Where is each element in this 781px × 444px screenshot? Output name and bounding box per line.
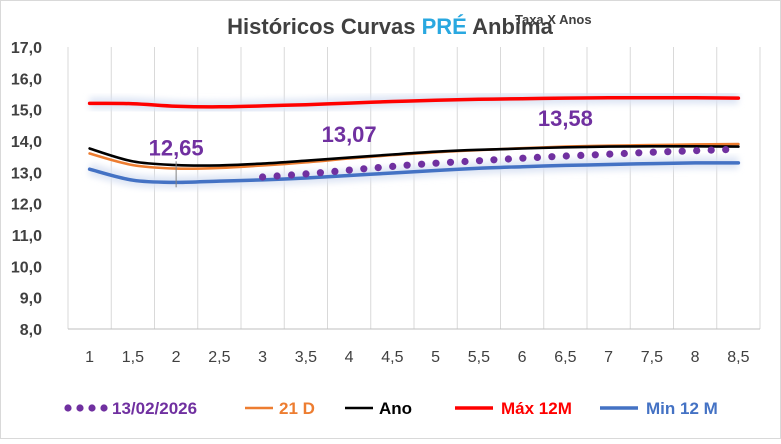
legend-label: 13/02/2026 xyxy=(112,399,197,418)
legend-item-m-x-12m: Máx 12M xyxy=(455,399,572,418)
series-13-02-2026-point xyxy=(418,160,426,168)
x-tick-label: 6 xyxy=(518,349,527,366)
series-13-02-2026-point xyxy=(707,146,715,154)
y-tick-label: 9,0 xyxy=(20,291,42,308)
y-tick-label: 15,0 xyxy=(11,103,42,120)
series-m-x-12m xyxy=(87,91,741,113)
series-13-02-2026-point xyxy=(389,162,397,170)
series-13-02-2026-point xyxy=(519,154,527,162)
legend: 13/02/2026 21 D Ano Máx 12M Min 12 M xyxy=(64,399,718,418)
x-tick-label: 6,5 xyxy=(554,349,576,366)
title-highlight: PRÉ xyxy=(422,14,467,39)
annotation-label: 13,58 xyxy=(538,106,593,131)
x-tick-label: 5 xyxy=(431,349,440,366)
series-13-02-2026-point xyxy=(722,146,730,154)
legend-swatch-dot xyxy=(76,404,84,412)
series-13-02-2026-point xyxy=(360,165,368,173)
x-tick-label: 8 xyxy=(691,349,700,366)
legend-swatch-dot xyxy=(100,404,108,412)
legend-swatch-dot xyxy=(64,404,72,412)
series-13-02-2026-point xyxy=(490,156,498,164)
series-13-02-2026-point xyxy=(273,172,281,180)
axes: 8,0 9,0 10,0 11,0 12,0 13,0 14,0 15,0 16,0 17,0 1 1… xyxy=(11,40,760,366)
y-tick-label: 14,0 xyxy=(11,134,42,151)
annotation-label: 12,65 xyxy=(149,135,204,160)
legend-label: 21 D xyxy=(279,399,315,418)
x-tick-label: 3,5 xyxy=(295,349,317,366)
legend-label: Min 12 M xyxy=(646,399,718,418)
y-tick-label: 10,0 xyxy=(11,259,42,276)
series-13-02-2026-point xyxy=(403,161,411,169)
series-13-02-2026-point xyxy=(606,150,614,158)
series-13-02-2026-point xyxy=(345,166,353,174)
series-13-02-2026-point xyxy=(649,148,657,156)
series-13-02-2026-point xyxy=(504,155,512,163)
x-tick-label: 1 xyxy=(85,349,94,366)
series-13-02-2026-point xyxy=(374,164,382,172)
title-text: Históricos Curvas xyxy=(227,14,421,39)
series-13-02-2026-point xyxy=(635,149,643,157)
series-13-02-2026-point xyxy=(562,152,570,160)
series-ano-line xyxy=(88,145,740,167)
x-tick-label: 7 xyxy=(604,349,613,366)
series-13-02-2026-point xyxy=(548,153,556,161)
x-tick-label: 4 xyxy=(345,349,354,366)
series-13-02-2026-point xyxy=(533,153,542,161)
legend-item-13-02-2026: 13/02/2026 xyxy=(64,399,197,418)
title-text-end: Anbima xyxy=(467,14,554,39)
x-tick-label: 2,5 xyxy=(208,349,230,366)
x-tick-label: 1,5 xyxy=(122,349,144,366)
chart-title: Históricos Curvas PRÉ Anbima xyxy=(227,14,553,39)
y-tick-label: 13,0 xyxy=(11,165,42,182)
y-tick-label: 8,0 xyxy=(20,322,42,339)
x-tick-label: 3 xyxy=(258,349,267,366)
legend-label: Ano xyxy=(379,399,412,418)
series-13-02-2026-point xyxy=(259,173,267,181)
y-tick-label: 17,0 xyxy=(11,40,42,57)
series-13-02-2026-point xyxy=(432,159,440,167)
series-13-02-2026-point xyxy=(302,170,310,178)
series-13-02-2026-point xyxy=(461,157,469,166)
y-tick-label: 16,0 xyxy=(11,71,42,88)
y-tick-label: 11,0 xyxy=(12,228,42,245)
grid xyxy=(67,47,761,329)
series-13-02-2026 xyxy=(259,146,730,181)
legend-item-21-d: 21 D xyxy=(245,399,315,418)
series-13-02-2026-point xyxy=(475,157,484,165)
y-tick-label: 12,0 xyxy=(11,197,42,214)
series-13-02-2026-point xyxy=(693,147,701,155)
legend-item-ano: Ano xyxy=(345,399,412,418)
series-13-02-2026-point xyxy=(577,151,585,159)
series-13-02-2026-point xyxy=(331,167,339,175)
series-layer xyxy=(87,91,741,189)
x-tick-label: 5,5 xyxy=(468,349,490,366)
x-tick-label: 4,5 xyxy=(381,349,403,366)
series-min-12-m xyxy=(87,156,741,189)
annotation-label: 13,07 xyxy=(322,122,377,147)
legend-label: Máx 12M xyxy=(501,399,572,418)
series-13-02-2026-point xyxy=(620,149,628,158)
series-13-02-2026-point xyxy=(446,158,455,166)
series-min-12-m-line xyxy=(87,161,741,185)
legend-swatch-dot xyxy=(88,404,96,412)
series-13-02-2026-point xyxy=(316,169,324,177)
series-13-02-2026-point xyxy=(287,171,296,179)
x-tick-label: 2 xyxy=(172,349,181,366)
annotations: 12,65 13,07 13,58 xyxy=(149,106,593,188)
series-13-02-2026-point xyxy=(664,148,672,156)
series-13-02-2026-point xyxy=(591,151,599,159)
series-ano xyxy=(88,145,740,167)
series-m-x-12m-line xyxy=(87,96,741,109)
series-13-02-2026-point xyxy=(678,147,686,155)
legend-item-min-12-m: Min 12 M xyxy=(600,399,718,418)
x-tick-label: 7,5 xyxy=(641,349,663,366)
x-tick-label: 8,5 xyxy=(727,349,749,366)
chart-subtitle: Taxa X Anos xyxy=(515,12,592,27)
